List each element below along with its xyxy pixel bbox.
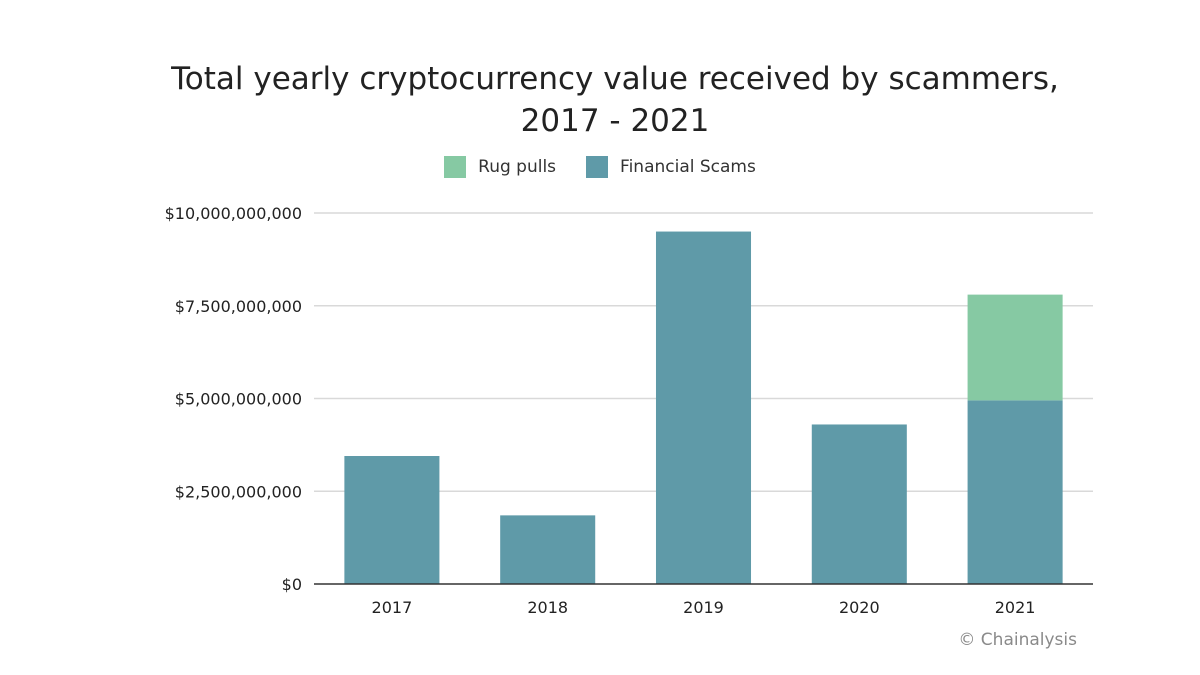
y-tick-label: $2,500,000,000 bbox=[175, 482, 302, 501]
legend-swatch-financial-scams bbox=[586, 156, 609, 178]
bar-financial-scams bbox=[655, 231, 752, 585]
y-tick-label: $7,500,000,000 bbox=[175, 297, 302, 316]
legend-label-rug-pulls: Rug pulls bbox=[478, 157, 557, 177]
y-tick-label: $0 bbox=[282, 575, 302, 594]
source-credit: © Chainalysis bbox=[958, 630, 1077, 650]
bar-financial-scams bbox=[500, 515, 596, 584]
y-tick-label: $5,000,000,000 bbox=[175, 390, 302, 409]
x-tick-label: 2021 bbox=[995, 598, 1036, 617]
x-tick-label: 2018 bbox=[527, 598, 568, 617]
chart-title-text: Total yearly cryptocurrency value receiv… bbox=[171, 61, 1059, 139]
legend-item-financial-scams: Financial Scams bbox=[586, 156, 756, 178]
legend-swatch-rug-pulls bbox=[444, 156, 467, 178]
bar-financial-scams bbox=[344, 456, 440, 584]
chart-legend: Rug pulls Financial Scams bbox=[0, 156, 1200, 178]
bar-rug-pulls bbox=[967, 294, 1063, 401]
legend-label-financial-scams: Financial Scams bbox=[620, 157, 756, 177]
y-tick-label: $10,000,000,000 bbox=[165, 204, 302, 223]
x-tick-label: 2020 bbox=[839, 598, 880, 617]
bar-financial-scams bbox=[811, 424, 907, 584]
chart-title: Total yearly cryptocurrency value receiv… bbox=[150, 58, 1080, 142]
x-tick-label: 2019 bbox=[683, 598, 724, 617]
legend-item-rug-pulls: Rug pulls bbox=[444, 156, 556, 178]
bar-financial-scams bbox=[967, 400, 1063, 584]
x-tick-label: 2017 bbox=[372, 598, 413, 617]
